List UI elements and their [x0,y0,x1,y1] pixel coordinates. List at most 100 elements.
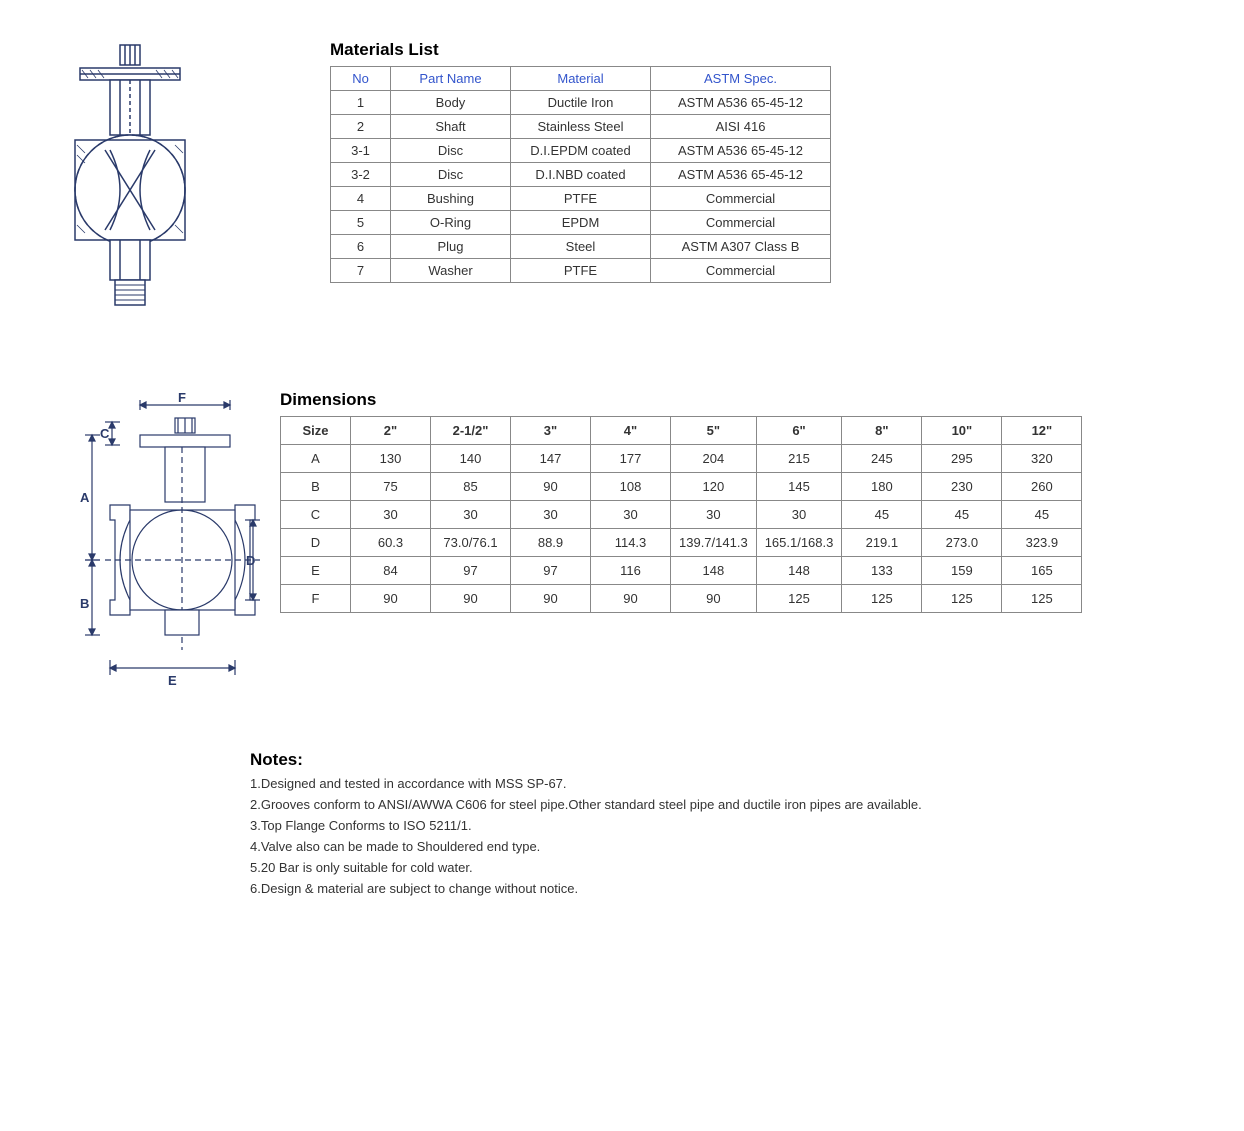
note-item: 1.Designed and tested in accordance with… [250,776,1194,791]
table-cell: 97 [431,557,511,585]
table-cell: 147 [511,445,591,473]
table-cell: 116 [591,557,671,585]
table-cell: Disc [391,163,511,187]
table-cell: 148 [756,557,842,585]
table-cell: 114.3 [591,529,671,557]
dim-label-a: A [80,490,90,505]
table-cell: Commercial [651,259,831,283]
table-cell: AISI 416 [651,115,831,139]
table-cell: 130 [351,445,431,473]
table-cell: 30 [431,501,511,529]
table-cell: PTFE [511,259,651,283]
table-cell: C [281,501,351,529]
table-cell: 323.9 [1002,529,1082,557]
note-item: 5.20 Bar is only suitable for cold water… [250,860,1194,875]
table-cell: Bushing [391,187,511,211]
table-row: E849797116148148133159165 [281,557,1082,585]
table-cell: 177 [591,445,671,473]
table-cell: 7 [331,259,391,283]
table-cell: 90 [511,473,591,501]
dimensions-header-cell: 10" [922,417,1002,445]
dimensions-header-cell: 2-1/2" [431,417,511,445]
table-cell: 145 [756,473,842,501]
note-item: 2.Grooves conform to ANSI/AWWA C606 for … [250,797,1194,812]
table-cell: 320 [1002,445,1082,473]
table-cell: Disc [391,139,511,163]
table-cell: Plug [391,235,511,259]
table-cell: 45 [1002,501,1082,529]
table-cell: 45 [922,501,1002,529]
table-cell: 165 [1002,557,1082,585]
table-cell: 30 [756,501,842,529]
table-cell: D [281,529,351,557]
notes-list: 1.Designed and tested in accordance with… [250,776,1194,896]
dimensions-section: Dimensions Size2"2-1/2"3"4"5"6"8"10"12" … [280,390,1082,613]
table-cell: F [281,585,351,613]
table-cell: 180 [842,473,922,501]
table-cell: 204 [671,445,757,473]
table-cell: 108 [591,473,671,501]
table-cell: 30 [671,501,757,529]
table-row: D60.373.0/76.188.9114.3139.7/141.3165.1/… [281,529,1082,557]
valve-dimension-drawing: F C A B D E [50,390,260,700]
table-cell: ASTM A536 65-45-12 [651,91,831,115]
table-cell: 75 [351,473,431,501]
table-cell: 3-1 [331,139,391,163]
table-cell: 273.0 [922,529,1002,557]
table-cell: 230 [922,473,1002,501]
notes-section: Notes: 1.Designed and tested in accordan… [250,750,1194,896]
dimensions-header-cell: 8" [842,417,922,445]
table-cell: 245 [842,445,922,473]
table-cell: 88.9 [511,529,591,557]
table-row: 3-1DiscD.I.EPDM coatedASTM A536 65-45-12 [331,139,831,163]
table-row: 6PlugSteelASTM A307 Class B [331,235,831,259]
table-cell: 45 [842,501,922,529]
dim-label-e: E [168,673,177,688]
materials-table: NoPart NameMaterialASTM Spec. 1BodyDucti… [330,66,831,283]
table-row: 1BodyDuctile IronASTM A536 65-45-12 [331,91,831,115]
table-row: A130140147177204215245295320 [281,445,1082,473]
table-cell: B [281,473,351,501]
valve-section-drawing [50,40,210,320]
dimensions-header-cell: 3" [511,417,591,445]
table-row: F9090909090125125125125 [281,585,1082,613]
table-cell: 5 [331,211,391,235]
materials-header-cell: ASTM Spec. [651,67,831,91]
table-cell: 90 [431,585,511,613]
dimensions-header-cell: Size [281,417,351,445]
table-cell: A [281,445,351,473]
table-cell: O-Ring [391,211,511,235]
table-cell: D.I.EPDM coated [511,139,651,163]
table-cell: 4 [331,187,391,211]
table-cell: 260 [1002,473,1082,501]
dimensions-header-cell: 12" [1002,417,1082,445]
materials-header-cell: No [331,67,391,91]
table-cell: 120 [671,473,757,501]
table-row: 2ShaftStainless SteelAISI 416 [331,115,831,139]
table-cell: 30 [591,501,671,529]
dimensions-header-cell: 2" [351,417,431,445]
table-cell: Body [391,91,511,115]
table-cell: E [281,557,351,585]
table-cell: Commercial [651,211,831,235]
table-cell: 125 [756,585,842,613]
table-row: B758590108120145180230260 [281,473,1082,501]
table-cell: 139.7/141.3 [671,529,757,557]
dimensions-header-cell: 4" [591,417,671,445]
dimensions-header-cell: 6" [756,417,842,445]
dimensions-table: Size2"2-1/2"3"4"5"6"8"10"12" A1301401471… [280,416,1082,613]
note-item: 4.Valve also can be made to Shouldered e… [250,839,1194,854]
materials-title: Materials List [330,40,831,60]
table-row: 7WasherPTFECommercial [331,259,831,283]
table-cell: 85 [431,473,511,501]
dimensions-header-cell: 5" [671,417,757,445]
table-cell: D.I.NBD coated [511,163,651,187]
table-cell: 148 [671,557,757,585]
table-cell: 73.0/76.1 [431,529,511,557]
table-cell: 133 [842,557,922,585]
table-cell: 2 [331,115,391,139]
table-cell: ASTM A536 65-45-12 [651,163,831,187]
dim-label-c: C [100,426,110,441]
note-item: 3.Top Flange Conforms to ISO 5211/1. [250,818,1194,833]
table-cell: EPDM [511,211,651,235]
